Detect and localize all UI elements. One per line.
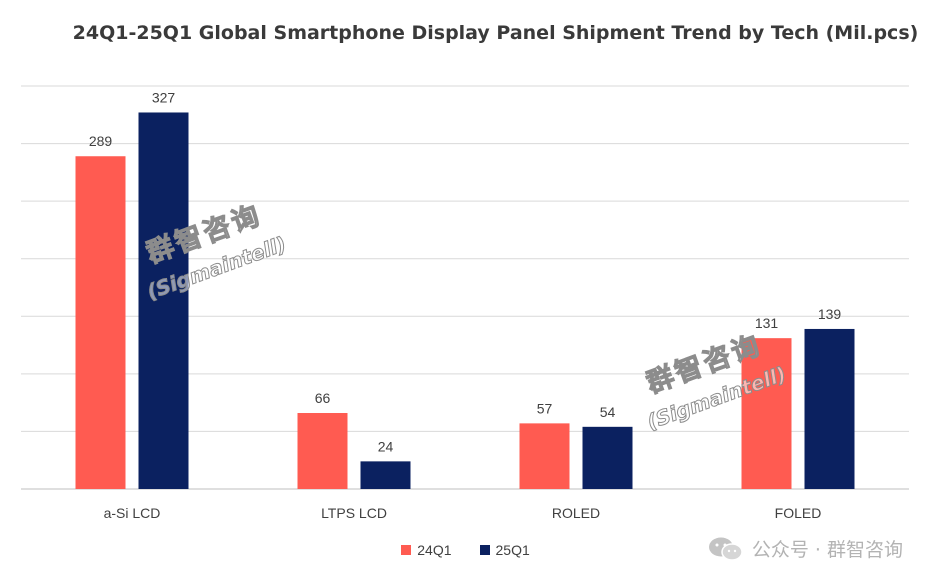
- footer-brand: 公众号 · 群智咨询: [708, 535, 903, 562]
- data-label: 57: [537, 400, 553, 416]
- data-label: 131: [755, 315, 779, 331]
- bar-24q1-a-si-lcd: [75, 156, 126, 490]
- watermark-layer: 群智咨询(Sigmaintell)群智咨询(Sigmaintell): [142, 199, 790, 435]
- bar-25q1-roled: [582, 426, 633, 489]
- bar-24q1-ltps-lcd: [297, 413, 348, 489]
- legend-swatch-25q1: [479, 545, 490, 555]
- data-label: 289: [89, 133, 113, 149]
- data-label: 54: [600, 404, 616, 420]
- category-label: ROLED: [552, 505, 600, 521]
- footer-text: 公众号 · 群智咨询: [751, 539, 903, 561]
- legend-swatch-24q1: [401, 545, 412, 555]
- legend-label-25q1: 25Q1: [495, 542, 530, 558]
- bar-25q1-ltps-lcd: [360, 461, 411, 489]
- category-label: a-Si LCD: [104, 505, 161, 521]
- chart-title: 24Q1-25Q1 Global Smartphone Display Pane…: [72, 22, 919, 44]
- legend-item-25q1: 25Q1: [479, 542, 530, 558]
- legend-label-24q1: 24Q1: [417, 542, 452, 558]
- data-label: 66: [315, 390, 331, 406]
- value-labels: 289 327 66 24 57 54 131 139: [89, 89, 842, 454]
- bar-24q1-foled: [741, 338, 792, 489]
- category-label: LTPS LCD: [321, 505, 387, 521]
- legend: 24Q1 25Q1: [0, 542, 931, 558]
- bar-24q1-roled: [519, 423, 570, 489]
- wechat-icon: [708, 537, 743, 561]
- bars: [75, 112, 855, 490]
- bar-25q1-foled: [804, 328, 855, 489]
- category-label: FOLED: [775, 505, 822, 521]
- data-label: 24: [378, 438, 394, 454]
- legend-item-24q1: 24Q1: [401, 542, 452, 558]
- bar-25q1-a-si-lcd: [138, 112, 189, 490]
- category-labels: a-Si LCD LTPS LCD ROLED FOLED: [104, 505, 822, 521]
- data-label: 139: [818, 306, 842, 322]
- data-label: 327: [152, 89, 176, 105]
